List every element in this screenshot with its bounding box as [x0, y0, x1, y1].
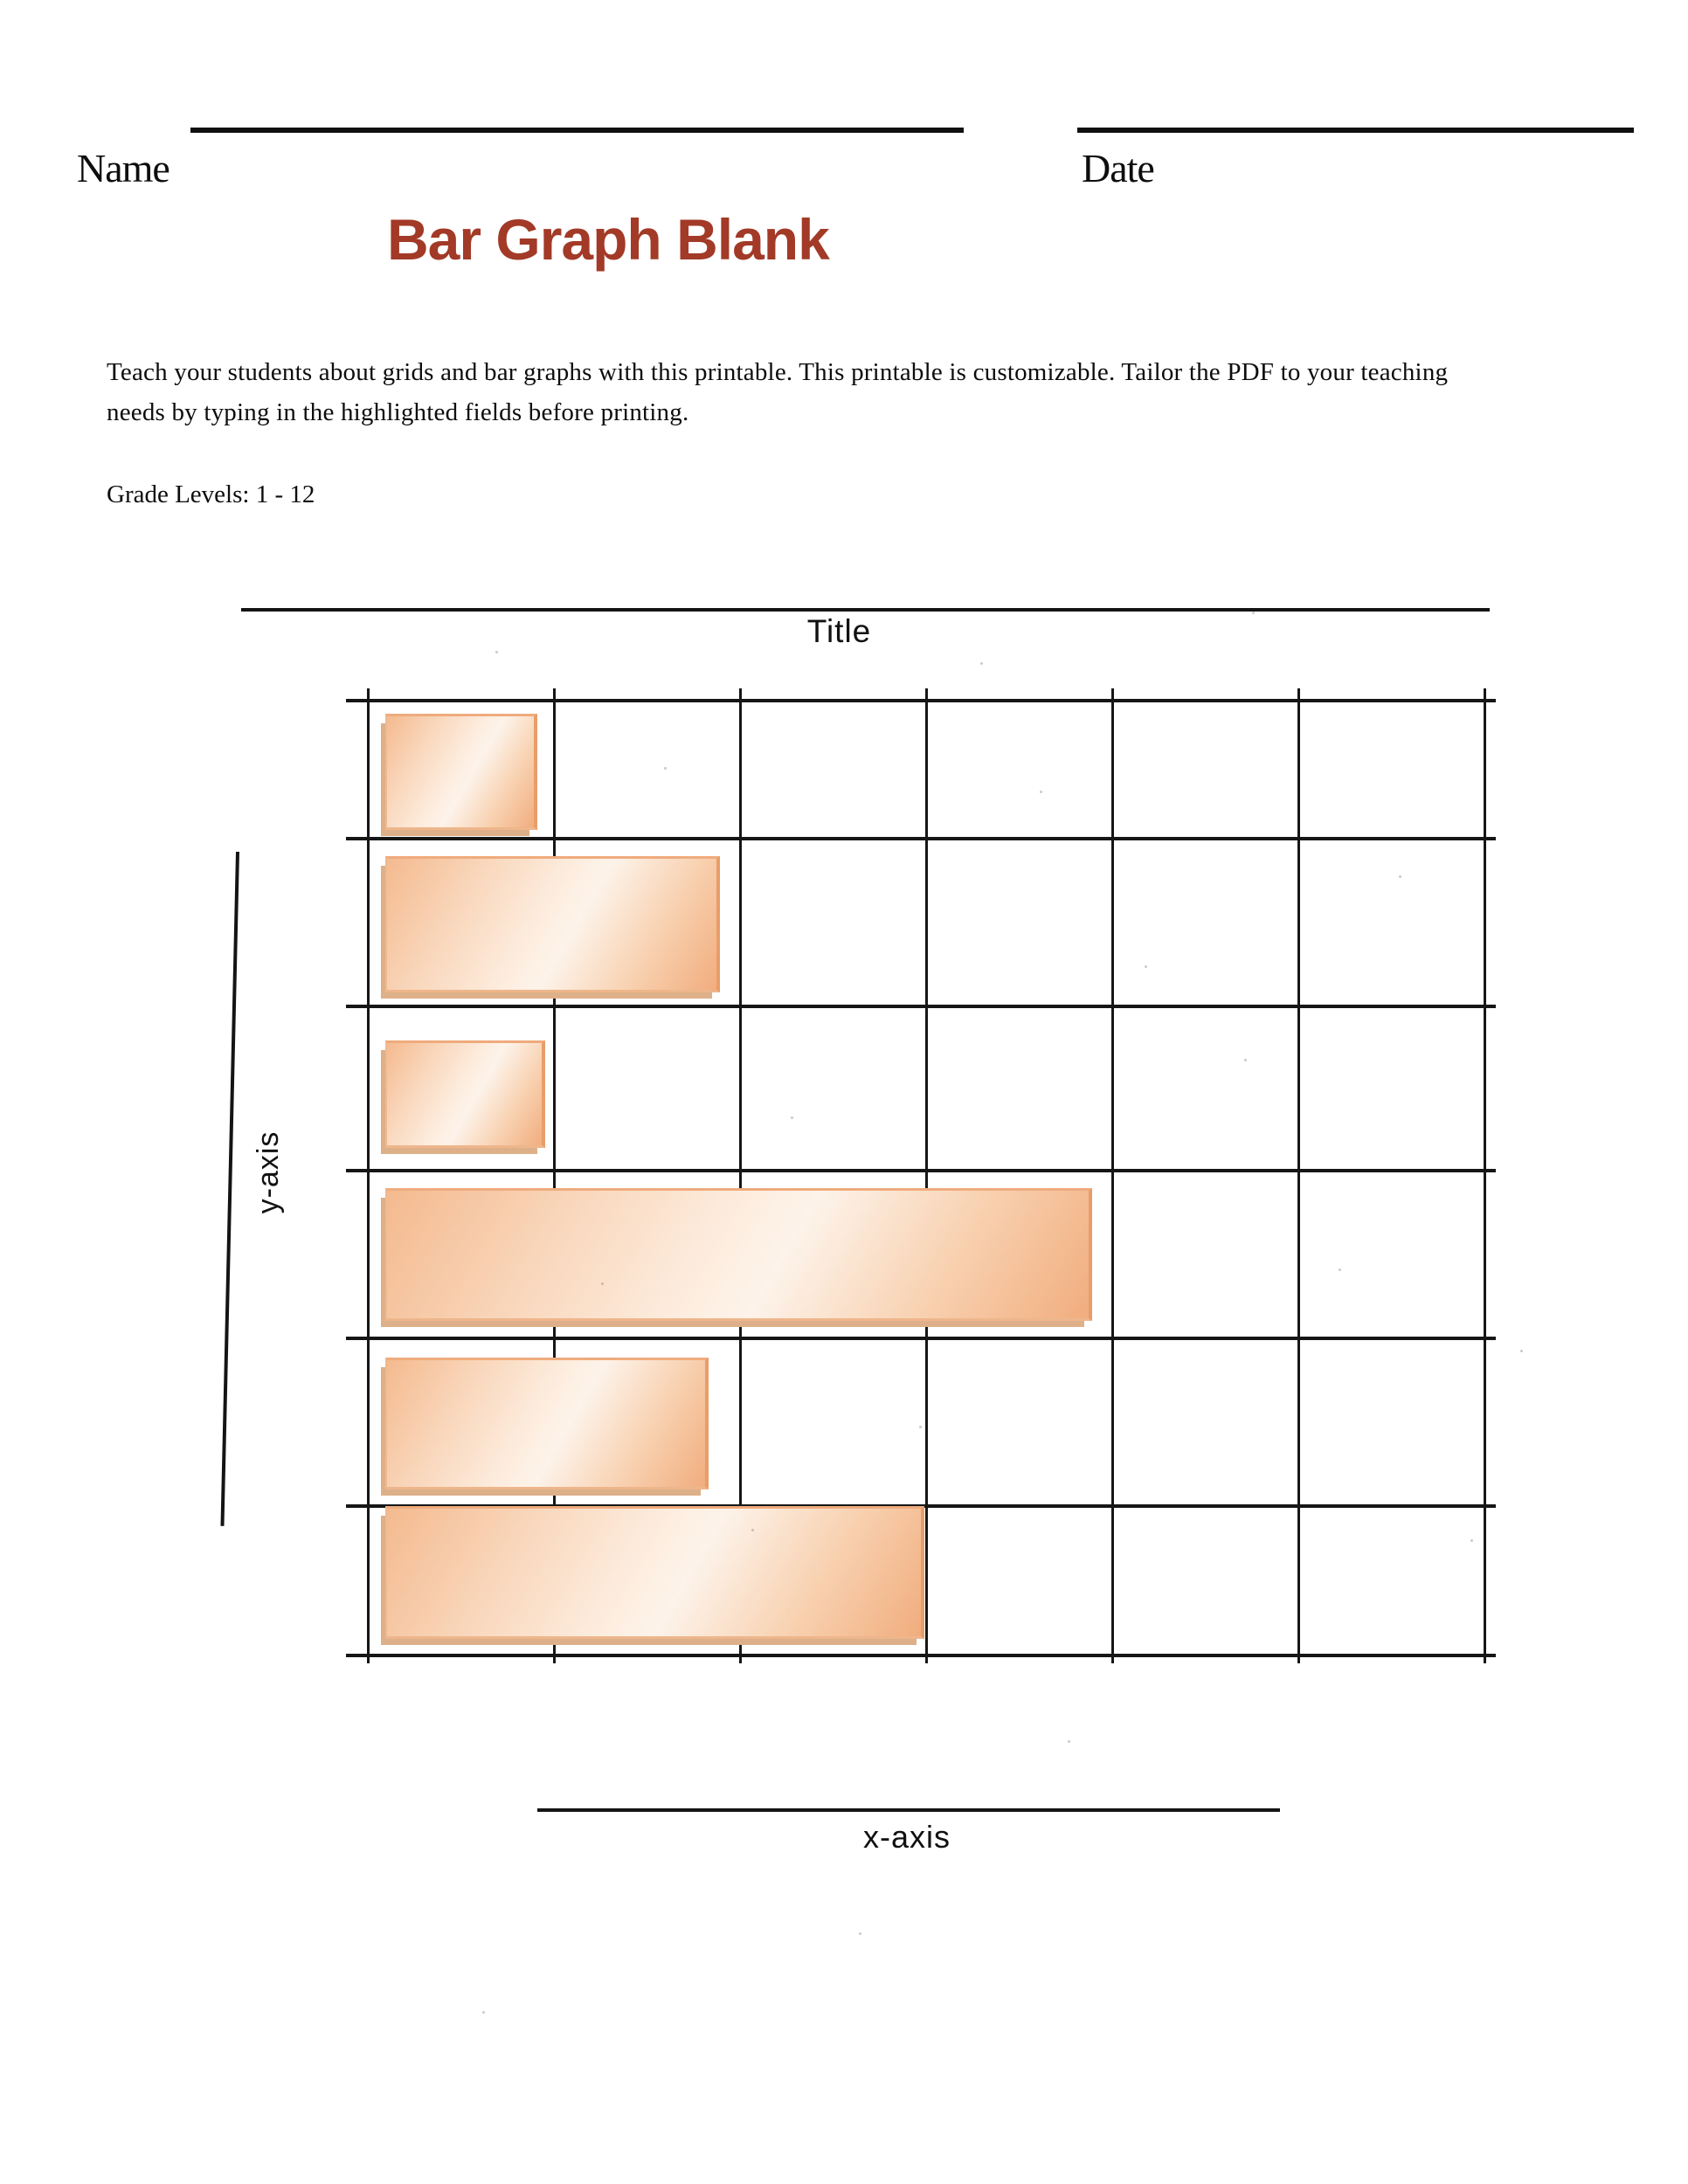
bar-row-3 — [385, 1040, 545, 1148]
scan-noise-speck — [495, 651, 498, 653]
name-label: Name — [77, 146, 170, 190]
grid-vertical-line — [1484, 688, 1486, 1663]
grid-vertical-line — [1111, 688, 1114, 1663]
scan-noise-speck — [1145, 965, 1147, 968]
scan-noise-speck — [601, 1282, 604, 1285]
y-axis-label: y-axis — [252, 1130, 285, 1214]
scan-noise-speck — [791, 1116, 793, 1119]
page-title: Bar Graph Blank — [387, 207, 830, 272]
description-line-1: Teach your students about grids and bar … — [107, 358, 1449, 386]
scan-noise-speck — [1040, 791, 1042, 793]
bar-row-2 — [385, 856, 720, 992]
bar-row-6 — [385, 1506, 924, 1639]
scan-noise-speck — [980, 662, 983, 665]
scan-noise-speck — [1399, 875, 1401, 878]
grid-vertical-line — [925, 688, 928, 1663]
scan-noise-speck — [1244, 1059, 1247, 1061]
x-axis-line — [537, 1808, 1280, 1812]
y-axis-line — [220, 851, 239, 1526]
grid-horizontal-line — [346, 1654, 1496, 1657]
bar-row-1 — [385, 714, 537, 830]
grid-vertical-line — [367, 688, 370, 1663]
bar-row-5 — [385, 1358, 709, 1489]
bar-row-4 — [385, 1188, 1092, 1321]
chart-title: Title — [806, 613, 872, 649]
scan-noise-speck — [1470, 1539, 1473, 1542]
scan-noise-speck — [1252, 612, 1255, 614]
name-blank-line[interactable] — [190, 128, 964, 133]
grid-horizontal-line — [346, 1169, 1496, 1172]
grid-horizontal-line — [346, 699, 1496, 702]
scan-noise-speck — [1068, 1740, 1070, 1743]
grid-horizontal-line — [346, 1337, 1496, 1340]
date-label: Date — [1082, 146, 1155, 190]
grid-vertical-line — [739, 688, 742, 1663]
scan-noise-speck — [482, 2011, 485, 2014]
scan-noise-speck — [1520, 1350, 1523, 1352]
date-blank-line[interactable] — [1077, 128, 1634, 133]
grid-vertical-line — [1297, 688, 1300, 1663]
scan-noise-speck — [664, 767, 667, 770]
scan-noise-speck — [919, 1426, 922, 1428]
scan-noise-speck — [859, 1932, 861, 1935]
grid-horizontal-line — [346, 837, 1496, 840]
chart-title-underline — [241, 608, 1490, 612]
grade-levels: Grade Levels: 1 - 12 — [107, 480, 315, 508]
scan-noise-speck — [1339, 1268, 1341, 1271]
description-line-2: needs by typing in the highlighted field… — [107, 398, 689, 426]
grid-horizontal-line — [346, 1005, 1496, 1008]
x-axis-label: x-axis — [862, 1819, 951, 1855]
grid-vertical-line — [553, 688, 556, 1663]
scan-noise-speck — [751, 1529, 754, 1531]
